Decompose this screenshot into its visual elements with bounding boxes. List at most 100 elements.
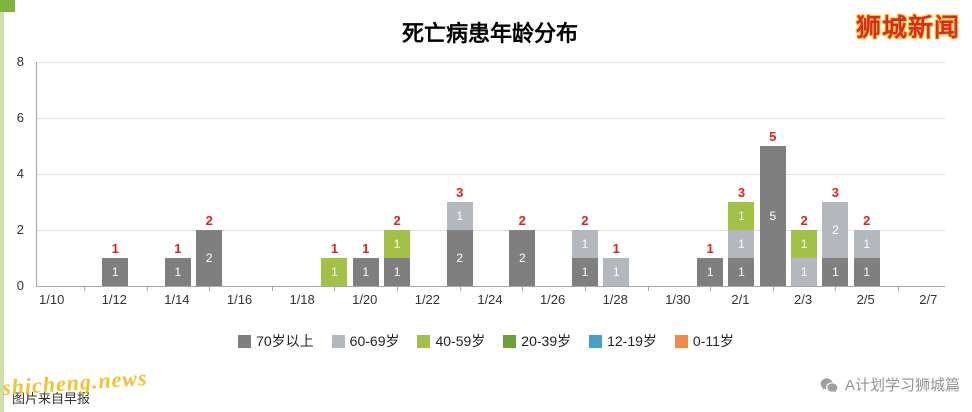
stacked-bar: 1	[603, 258, 630, 286]
bar-segment: 1	[728, 230, 755, 258]
x-axis-label: 1/14	[164, 292, 190, 307]
gridline	[37, 118, 945, 119]
x-axis-label: 1/20	[352, 292, 378, 307]
chart-title: 死亡病患年龄分布	[401, 21, 578, 46]
bar-segment: 2	[196, 230, 223, 286]
x-axis-label: 1/10	[39, 292, 65, 307]
legend-label: 20-39岁	[521, 333, 572, 349]
stacked-bar: 1	[164, 258, 191, 286]
gridline	[37, 62, 945, 63]
legend-swatch	[238, 334, 252, 348]
stacked-bar: 1	[352, 258, 379, 286]
x-axis-tick	[334, 286, 336, 291]
legend-swatch	[589, 334, 603, 348]
bar-segment: 2	[822, 202, 849, 258]
bar-total-label: 1	[612, 241, 620, 256]
x-axis-label: 1/26	[539, 292, 566, 307]
bar-segment: 1	[571, 258, 598, 286]
stacked-bar: 2	[196, 230, 223, 286]
bar-total-label: 1	[330, 241, 339, 256]
site-brand: 狮城新闻	[855, 15, 960, 42]
legend: 70岁以上 60-69岁 40-59岁 20-39岁 12-19岁 0-11岁	[0, 331, 972, 351]
y-axis-label: 0	[16, 278, 24, 293]
bar-segment: 5	[759, 146, 786, 286]
bar-segment: 1	[571, 230, 598, 258]
y-axis-label: 6	[16, 110, 24, 125]
legend-item: 60-69岁	[331, 331, 400, 351]
bar-total-label: 3	[456, 185, 464, 200]
green-corner-chip	[0, 0, 15, 12]
legend-item: 0-11岁	[674, 331, 734, 351]
bar-segment: 1	[853, 258, 880, 286]
bar-segment: 1	[384, 230, 411, 258]
legend-label: 12-19岁	[607, 333, 657, 349]
bar-segment: 1	[822, 258, 849, 286]
bar-total-label: 2	[518, 213, 526, 228]
x-axis-label: 1/28	[602, 292, 628, 307]
bar-segment: 2	[446, 230, 473, 286]
x-axis-tick	[146, 286, 148, 291]
x-axis-tick	[83, 286, 85, 291]
x-axis-tick	[209, 286, 211, 291]
gridline	[37, 174, 945, 175]
y-axis-label: 4	[16, 166, 24, 181]
bar-segment: 1	[384, 258, 411, 286]
x-axis-label: 2/5	[856, 292, 875, 307]
watermark: shicheng.news	[1, 364, 149, 401]
x-axis-label: 1/18	[289, 292, 315, 307]
bar-total-label: 3	[831, 185, 840, 200]
x-axis-label: 1/16	[226, 292, 253, 307]
stacked-bar: 2	[509, 230, 536, 286]
bar-total-label: 1	[706, 241, 714, 256]
legend-label: 70岁以上	[256, 333, 314, 349]
bar-total-label: 1	[111, 241, 119, 256]
bar-segment: 1	[728, 258, 755, 286]
legend-item: 70岁以上	[238, 331, 314, 351]
legend-label: 40-59岁	[435, 333, 486, 349]
bar-segment: 2	[509, 230, 536, 286]
x-axis-tick	[522, 286, 524, 291]
stacked-bar: 1	[321, 258, 348, 286]
bar-segment: 1	[352, 258, 379, 286]
bar-total-label: 2	[800, 213, 808, 228]
y-axis-label: 8	[16, 54, 24, 69]
x-axis-label: 1/12	[101, 292, 127, 307]
bar-segment: 1	[603, 258, 630, 286]
x-axis-tick	[772, 286, 774, 291]
x-axis-tick	[459, 286, 461, 291]
bar-total-label: 2	[863, 213, 871, 228]
legend-swatch	[503, 334, 517, 348]
bar-total-label: 5	[769, 129, 777, 144]
x-axis-tick	[647, 286, 649, 291]
x-axis-tick	[898, 286, 900, 291]
legend-item: 20-39岁	[503, 331, 571, 351]
legend-item: 12-19岁	[589, 331, 657, 351]
bar-total-label: 1	[362, 241, 370, 256]
legend-swatch	[331, 334, 345, 348]
bar-segment: 1	[728, 202, 755, 230]
legend-label: 0-11岁	[692, 333, 734, 349]
legend-swatch	[417, 334, 431, 348]
left-edge-strip	[0, 0, 4, 412]
legend-swatch	[674, 334, 688, 348]
x-axis-tick	[271, 286, 273, 291]
legend-item: 40-59岁	[417, 331, 485, 351]
y-axis-label: 2	[16, 222, 24, 237]
x-axis-tick	[397, 286, 399, 291]
bar-segment: 1	[321, 258, 348, 286]
legend-label: 60-69岁	[349, 333, 400, 349]
x-axis-tick	[710, 286, 712, 291]
bar-total-label: 3	[737, 185, 746, 200]
wechat-icon	[819, 375, 839, 395]
wechat-brand-label: A计划学习狮城篇	[844, 377, 960, 394]
x-axis-label: 2/7	[919, 292, 938, 307]
bar-segment: 1	[446, 202, 473, 230]
x-axis-label: 2/1	[731, 292, 750, 307]
y-axis-labels: 0 2 4 6 8	[0, 54, 30, 293]
